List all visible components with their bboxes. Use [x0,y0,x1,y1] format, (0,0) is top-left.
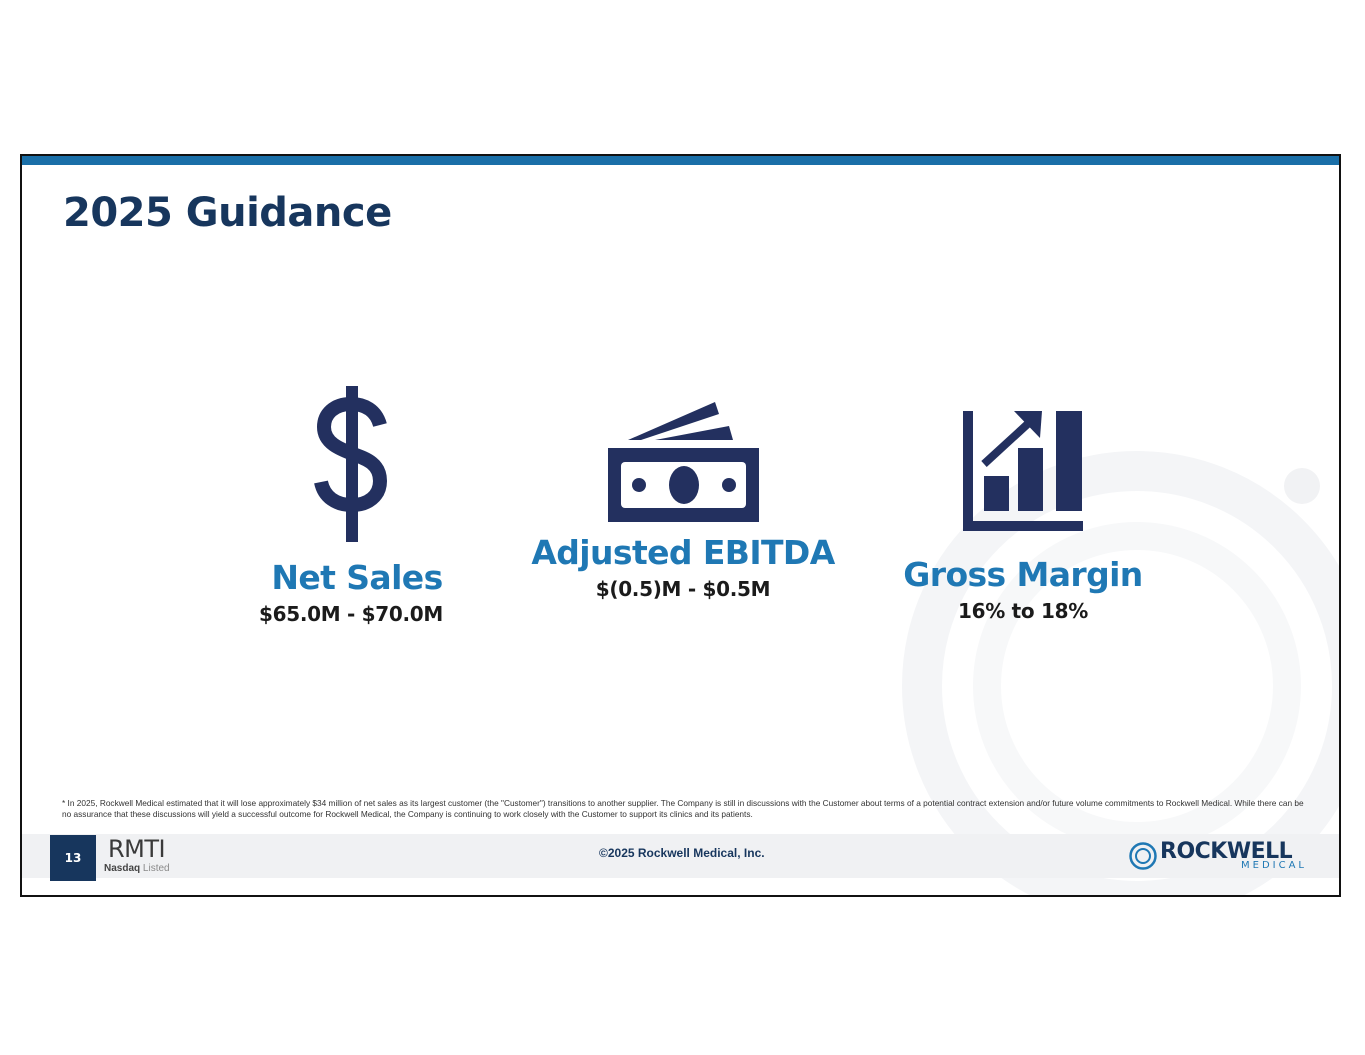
slide-title: 2025 Guidance [63,190,392,236]
exchange-name: Nasdaq [104,863,141,874]
exchange-status: Listed [142,863,170,874]
exchange-label: Nasdaq Listed [104,863,170,875]
metric-label: Gross Margin [903,555,1143,594]
logo-wordmark: ROCKWELL [1160,839,1293,864]
metric-label: Adjusted EBITDA [531,533,835,572]
slide: 2025 Guidance Net Sales $65.0M - $70.0M … [20,154,1341,897]
metric-label: Net Sales [271,558,443,597]
metric-net-sales: Net Sales $65.0M - $70.0M [191,382,511,628]
cash-bills-icon [608,402,759,522]
slide-top-bar [22,156,1339,165]
footnote: * In 2025, Rockwell Medical estimated th… [62,798,1304,819]
metric-adjusted-ebitda: Adjusted EBITDA $(0.5)M - $0.5M [523,400,843,603]
company-logo: ROCKWELL MEDICAL [1128,839,1313,874]
ticker-symbol: RMTI [108,835,166,863]
metric-value: $(0.5)M - $0.5M [595,577,771,601]
logo-ring-icon [1129,842,1157,870]
footer-bar [22,834,1339,878]
page-number: 13 [50,835,96,881]
metric-value: 16% to 18% [958,599,1088,623]
logo-subtitle: MEDICAL [1241,860,1307,871]
metric-gross-margin: Gross Margin 16% to 18% [863,406,1183,625]
copyright: ©2025 Rockwell Medical, Inc. [599,846,765,860]
dollar-sign-icon [314,386,388,542]
metric-value: $65.0M - $70.0M [258,602,444,626]
bar-chart-growth-icon [963,411,1083,531]
